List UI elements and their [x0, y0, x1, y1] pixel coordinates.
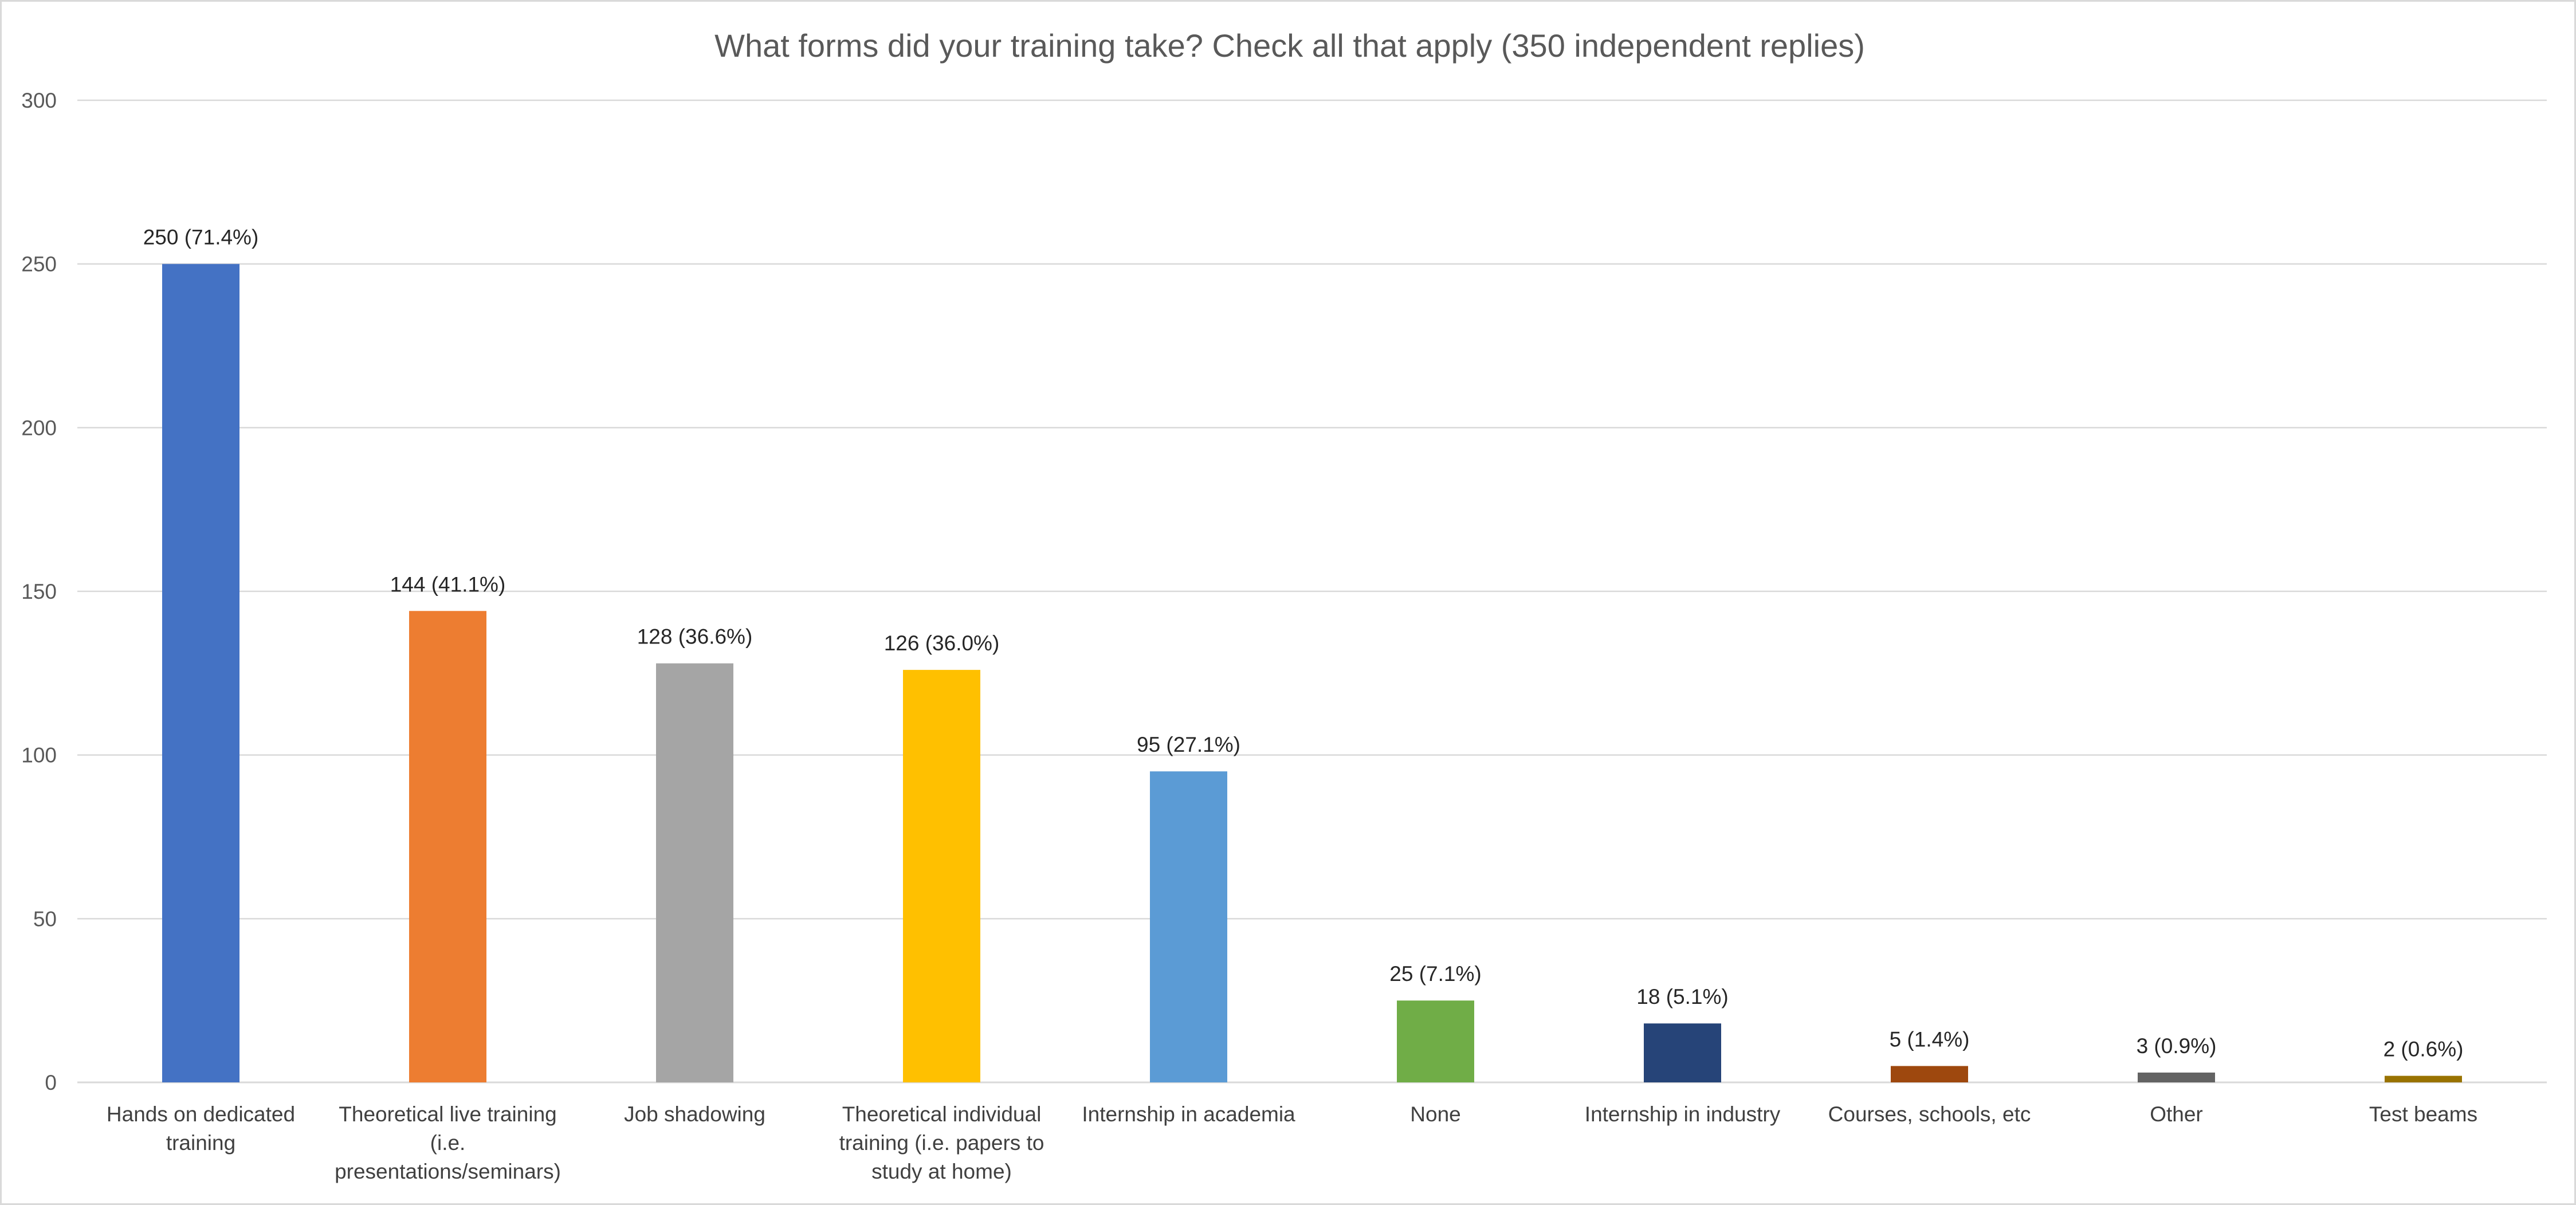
data-label: 128 (36.6%): [637, 625, 753, 649]
data-label: 95 (27.1%): [1137, 733, 1240, 756]
x-tick-label: Other: [2150, 1102, 2203, 1126]
bars: [162, 264, 2462, 1083]
data-label: 25 (7.1%): [1389, 962, 1481, 986]
x-tick-label-line: (i.e.: [430, 1131, 466, 1155]
x-tick-label-line: Courses, schools, etc: [1828, 1102, 2031, 1126]
x-tick-label: Internship in industry: [1585, 1102, 1781, 1126]
y-tick-label: 200: [21, 416, 57, 439]
bar: [1397, 1000, 1474, 1082]
x-tick-label: Hands on dedicated training: [107, 1102, 295, 1155]
x-tick-label: Theoretical live training (i.e. presentati…: [335, 1102, 561, 1183]
x-tick-label-line: study at home): [871, 1160, 1012, 1183]
y-tick-label: 300: [21, 89, 57, 112]
chart-title: What forms did your training take? Check…: [714, 28, 1865, 64]
y-axis-tick-labels: 0 50 100 150 200 250 300: [21, 89, 57, 1094]
data-label: 250 (71.4%): [143, 226, 259, 249]
gridlines: [77, 99, 2547, 1084]
data-label: 144 (41.1%): [390, 572, 506, 596]
bar: [1644, 1023, 1721, 1082]
data-label: 3 (0.9%): [2137, 1034, 2217, 1058]
x-tick-label-line: training: [166, 1131, 235, 1155]
x-tick-label-line: None: [1410, 1102, 1460, 1126]
x-tick-label-line: Internship in industry: [1585, 1102, 1781, 1126]
x-tick-label: Test beams: [2369, 1102, 2477, 1126]
x-tick-label-line: training (i.e. papers to: [839, 1131, 1044, 1155]
y-tick-label: 50: [33, 907, 57, 931]
x-tick-label-line: Theoretical individual: [842, 1102, 1042, 1126]
x-tick-label-line: Job shadowing: [624, 1102, 765, 1126]
x-axis-tick-labels: Hands on dedicated training Theoretical li…: [107, 1102, 2477, 1183]
data-label: 5 (1.4%): [1890, 1027, 1970, 1051]
bar: [1891, 1066, 1968, 1082]
bar: [2138, 1072, 2215, 1082]
data-label: 18 (5.1%): [1636, 985, 1728, 1008]
data-label: 2 (0.6%): [2383, 1038, 2464, 1061]
x-tick-label: Job shadowing: [624, 1102, 765, 1126]
y-tick-label: 150: [21, 580, 57, 603]
x-tick-label-line: Other: [2150, 1102, 2203, 1126]
bar: [903, 670, 980, 1082]
bar: [409, 611, 486, 1082]
bar: [2385, 1076, 2462, 1082]
x-tick-label-line: Hands on dedicated: [107, 1102, 295, 1126]
x-tick-label: Internship in academia: [1082, 1102, 1295, 1126]
data-label: 126 (36.0%): [884, 631, 1000, 655]
x-tick-label-line: Internship in academia: [1082, 1102, 1295, 1126]
bar: [656, 663, 733, 1082]
bar: [162, 264, 239, 1083]
x-tick-label: None: [1410, 1102, 1460, 1126]
x-tick-label: Courses, schools, etc: [1828, 1102, 2031, 1126]
x-tick-label-line: Theoretical live training: [339, 1102, 556, 1126]
data-labels: 250 (71.4%) 144 (41.1%) 128 (36.6%) 126 (36…: [143, 226, 2464, 1061]
x-tick-label-line: presentations/seminars): [335, 1160, 561, 1183]
x-tick-label-line: Test beams: [2369, 1102, 2477, 1126]
y-tick-label: 0: [45, 1071, 57, 1094]
bar: [1150, 771, 1227, 1082]
y-tick-label: 100: [21, 744, 57, 767]
x-tick-label: Theoretical individual training (i.e. pap…: [839, 1102, 1044, 1183]
y-tick-label: 250: [21, 253, 57, 276]
